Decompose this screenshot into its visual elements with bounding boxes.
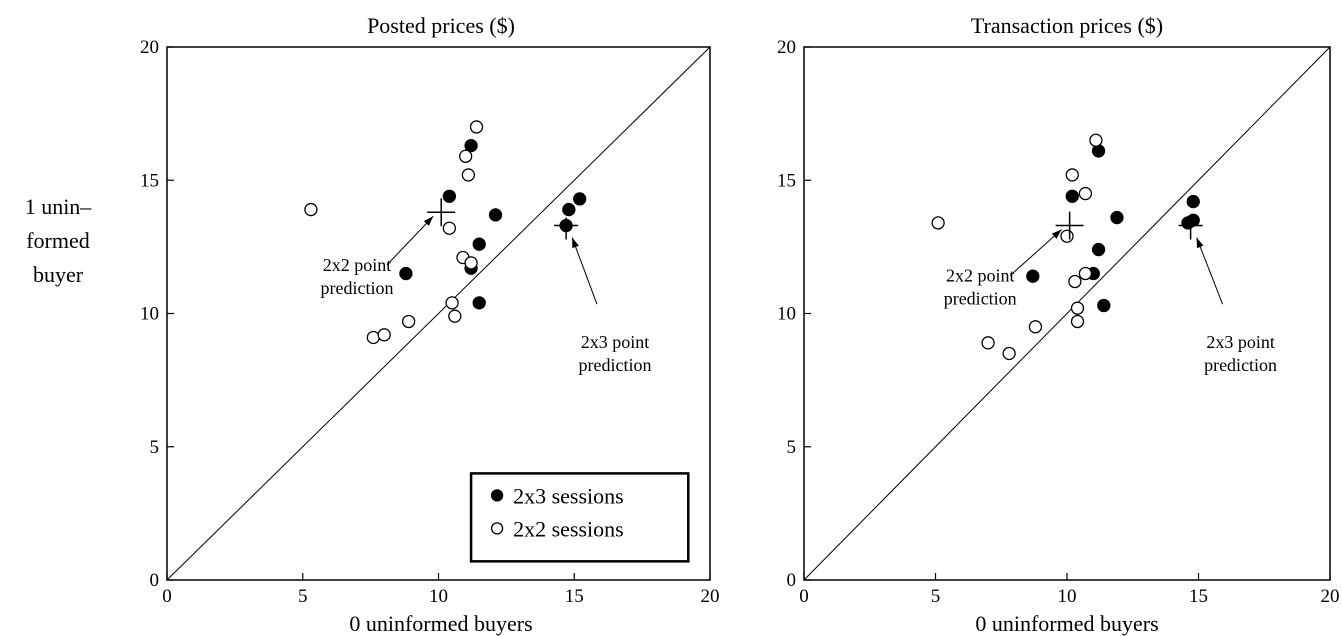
data-point-2x2 xyxy=(1002,346,1016,361)
data-point-2x2 xyxy=(442,221,457,235)
data-point-2x2 xyxy=(1078,266,1093,281)
data-point-2x3 xyxy=(573,192,587,206)
x-tick-label: 10 xyxy=(1058,586,1077,607)
prediction-arrow xyxy=(386,215,434,266)
data-point-2x2 xyxy=(461,168,476,182)
transaction-prices-panel: Transaction prices ($) 0 uninformed buye… xyxy=(777,13,1340,636)
legend-label: 2x3 sessions xyxy=(513,483,624,508)
data-point-2x2 xyxy=(1068,274,1082,289)
y-axis-label-line-1: 1 unin– xyxy=(24,194,92,219)
data-point-2x3 xyxy=(1065,189,1079,203)
x-axis-label: 0 uninformed buyers xyxy=(975,611,1158,636)
x-tick-label: 0 xyxy=(162,586,172,607)
prediction-label: 2x2 point xyxy=(323,255,392,275)
x-tick-label: 15 xyxy=(1189,586,1208,607)
prediction-label: 2x3 point xyxy=(1206,332,1275,352)
x-tick-label: 5 xyxy=(931,586,941,607)
prediction-label: prediction xyxy=(1204,355,1277,375)
x-tick-label: 5 xyxy=(298,586,308,607)
chart-title: Posted prices ($) xyxy=(367,13,515,38)
data-point-2x3 xyxy=(1110,210,1124,225)
prediction-arrowhead xyxy=(1196,237,1204,249)
y-tick-label: 0 xyxy=(150,570,160,591)
legend-marker-open xyxy=(490,522,504,535)
data-point-2x3 xyxy=(442,189,457,203)
y-tick-label: 5 xyxy=(150,437,160,458)
x-tick-label: 0 xyxy=(799,586,809,607)
y-axis-label-line-3: buyer xyxy=(32,262,84,287)
data-point-2x2 xyxy=(458,149,473,163)
data-point-2x2 xyxy=(469,120,484,134)
prediction-label: prediction xyxy=(578,355,651,375)
prediction-label: prediction xyxy=(944,289,1017,309)
prediction-label: prediction xyxy=(321,278,394,298)
diagonal-line xyxy=(166,46,711,581)
data-point-2x2 xyxy=(445,296,459,310)
y-tick-label: 15 xyxy=(140,170,159,191)
data-point-2x3 xyxy=(472,237,486,251)
data-point-2x2 xyxy=(401,314,416,329)
prediction-arrowhead xyxy=(572,237,579,249)
x-tick-label: 15 xyxy=(565,586,584,607)
data-point-2x2 xyxy=(981,336,995,350)
data-point-2x2 xyxy=(366,330,380,345)
prediction-arrowhead xyxy=(1051,229,1062,239)
y-tick-label: 10 xyxy=(140,304,159,325)
y-tick-label: 5 xyxy=(787,437,797,458)
chart-title: Transaction prices ($) xyxy=(971,13,1163,38)
prediction-label: 2x2 point xyxy=(946,266,1015,286)
data-point-2x3 xyxy=(1186,194,1200,209)
y-tick-label: 20 xyxy=(140,37,159,58)
legend-label: 2x2 sessions xyxy=(513,516,624,541)
data-point-2x2 xyxy=(1078,186,1093,201)
data-point-2x3 xyxy=(1186,213,1200,227)
data-point-2x2 xyxy=(1028,320,1043,334)
data-point-2x3 xyxy=(464,138,478,153)
data-point-2x3 xyxy=(472,296,486,310)
legend-marker-filled xyxy=(490,489,504,502)
x-tick-label: 20 xyxy=(701,586,720,607)
diagonal-line xyxy=(803,46,1331,581)
y-axis-label-line-2: formed xyxy=(26,228,90,253)
data-point-2x2 xyxy=(1089,133,1103,147)
data-point-2x2 xyxy=(304,202,318,217)
prediction-arrow xyxy=(1009,229,1062,276)
x-tick-label: 10 xyxy=(429,586,448,607)
posted-prices-panel: Posted prices ($) 0 uninformed buyers 0 5… xyxy=(140,13,720,636)
prediction-label: 2x3 point xyxy=(581,332,650,352)
x-tick-label: 20 xyxy=(1321,586,1340,607)
data-point-2x2 xyxy=(1070,314,1085,329)
data-point-2x2 xyxy=(448,309,462,323)
prediction-arrow xyxy=(571,237,598,305)
data-point-2x2 xyxy=(931,216,945,230)
prediction-arrow xyxy=(1196,237,1224,305)
data-point-2x3 xyxy=(1091,242,1106,257)
data-point-2x2 xyxy=(1070,301,1085,315)
data-point-2x3 xyxy=(1097,298,1111,313)
y-tick-label: 20 xyxy=(777,37,796,58)
data-point-2x3 xyxy=(488,208,503,222)
prediction-arrowhead xyxy=(423,216,434,226)
data-point-2x2 xyxy=(464,256,478,270)
data-point-2x3 xyxy=(1026,269,1040,283)
data-point-2x3 xyxy=(399,266,413,281)
x-axis-label: 0 uninformed buyers xyxy=(349,611,532,636)
legend-box xyxy=(469,472,690,563)
data-point-2x2 xyxy=(1065,168,1079,182)
data-point-2x2 xyxy=(377,328,391,342)
data-point-2x3 xyxy=(562,202,576,217)
y-tick-label: 15 xyxy=(777,170,796,191)
y-axis-label: 1 unin– formed buyer xyxy=(0,190,116,292)
y-tick-label: 10 xyxy=(777,304,796,325)
y-tick-label: 0 xyxy=(787,570,797,591)
data-point-2x2 xyxy=(1060,229,1074,243)
